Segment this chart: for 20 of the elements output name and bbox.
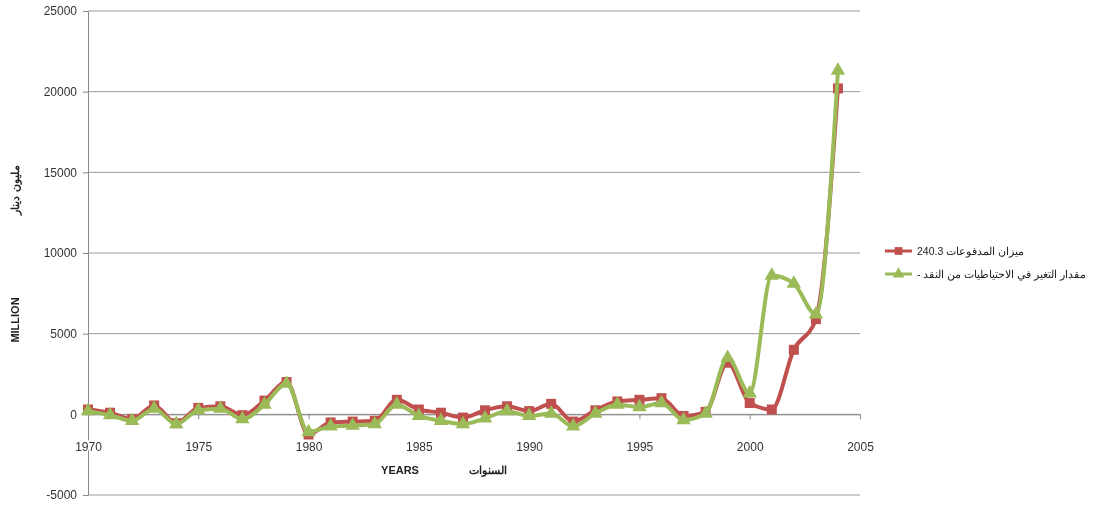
x-tick-label: 1980	[295, 439, 323, 454]
x-tick-label: 1995	[626, 439, 654, 454]
legend-label: ميزان المدفوعات 240.3	[917, 245, 1025, 258]
x-tick-label: 2005	[847, 439, 875, 454]
x-tick-label: 1990	[516, 439, 544, 454]
x-tick-label: 1975	[185, 439, 213, 454]
legend-label: مقدار التغير في الاحتياطيات من النقد -	[917, 268, 1086, 281]
y-tick-label: 25000	[43, 4, 78, 19]
text: مليون دينار	[9, 165, 22, 216]
y-tick-label: 10000	[43, 246, 78, 261]
y-tick-label: 15000	[43, 165, 78, 180]
x-tick-label: 2000	[736, 439, 764, 454]
y-tick-label: -5000	[46, 488, 78, 503]
x-tick-label: 1985	[406, 439, 434, 454]
y-tick-label: 20000	[43, 85, 78, 100]
y-axis-title: MILLION	[9, 297, 21, 343]
y-tick-label: 5000	[50, 327, 78, 342]
annotation: السنوات	[469, 464, 507, 477]
x-axis-title: YEARS	[381, 464, 419, 476]
y-tick-label: 0	[70, 407, 78, 422]
